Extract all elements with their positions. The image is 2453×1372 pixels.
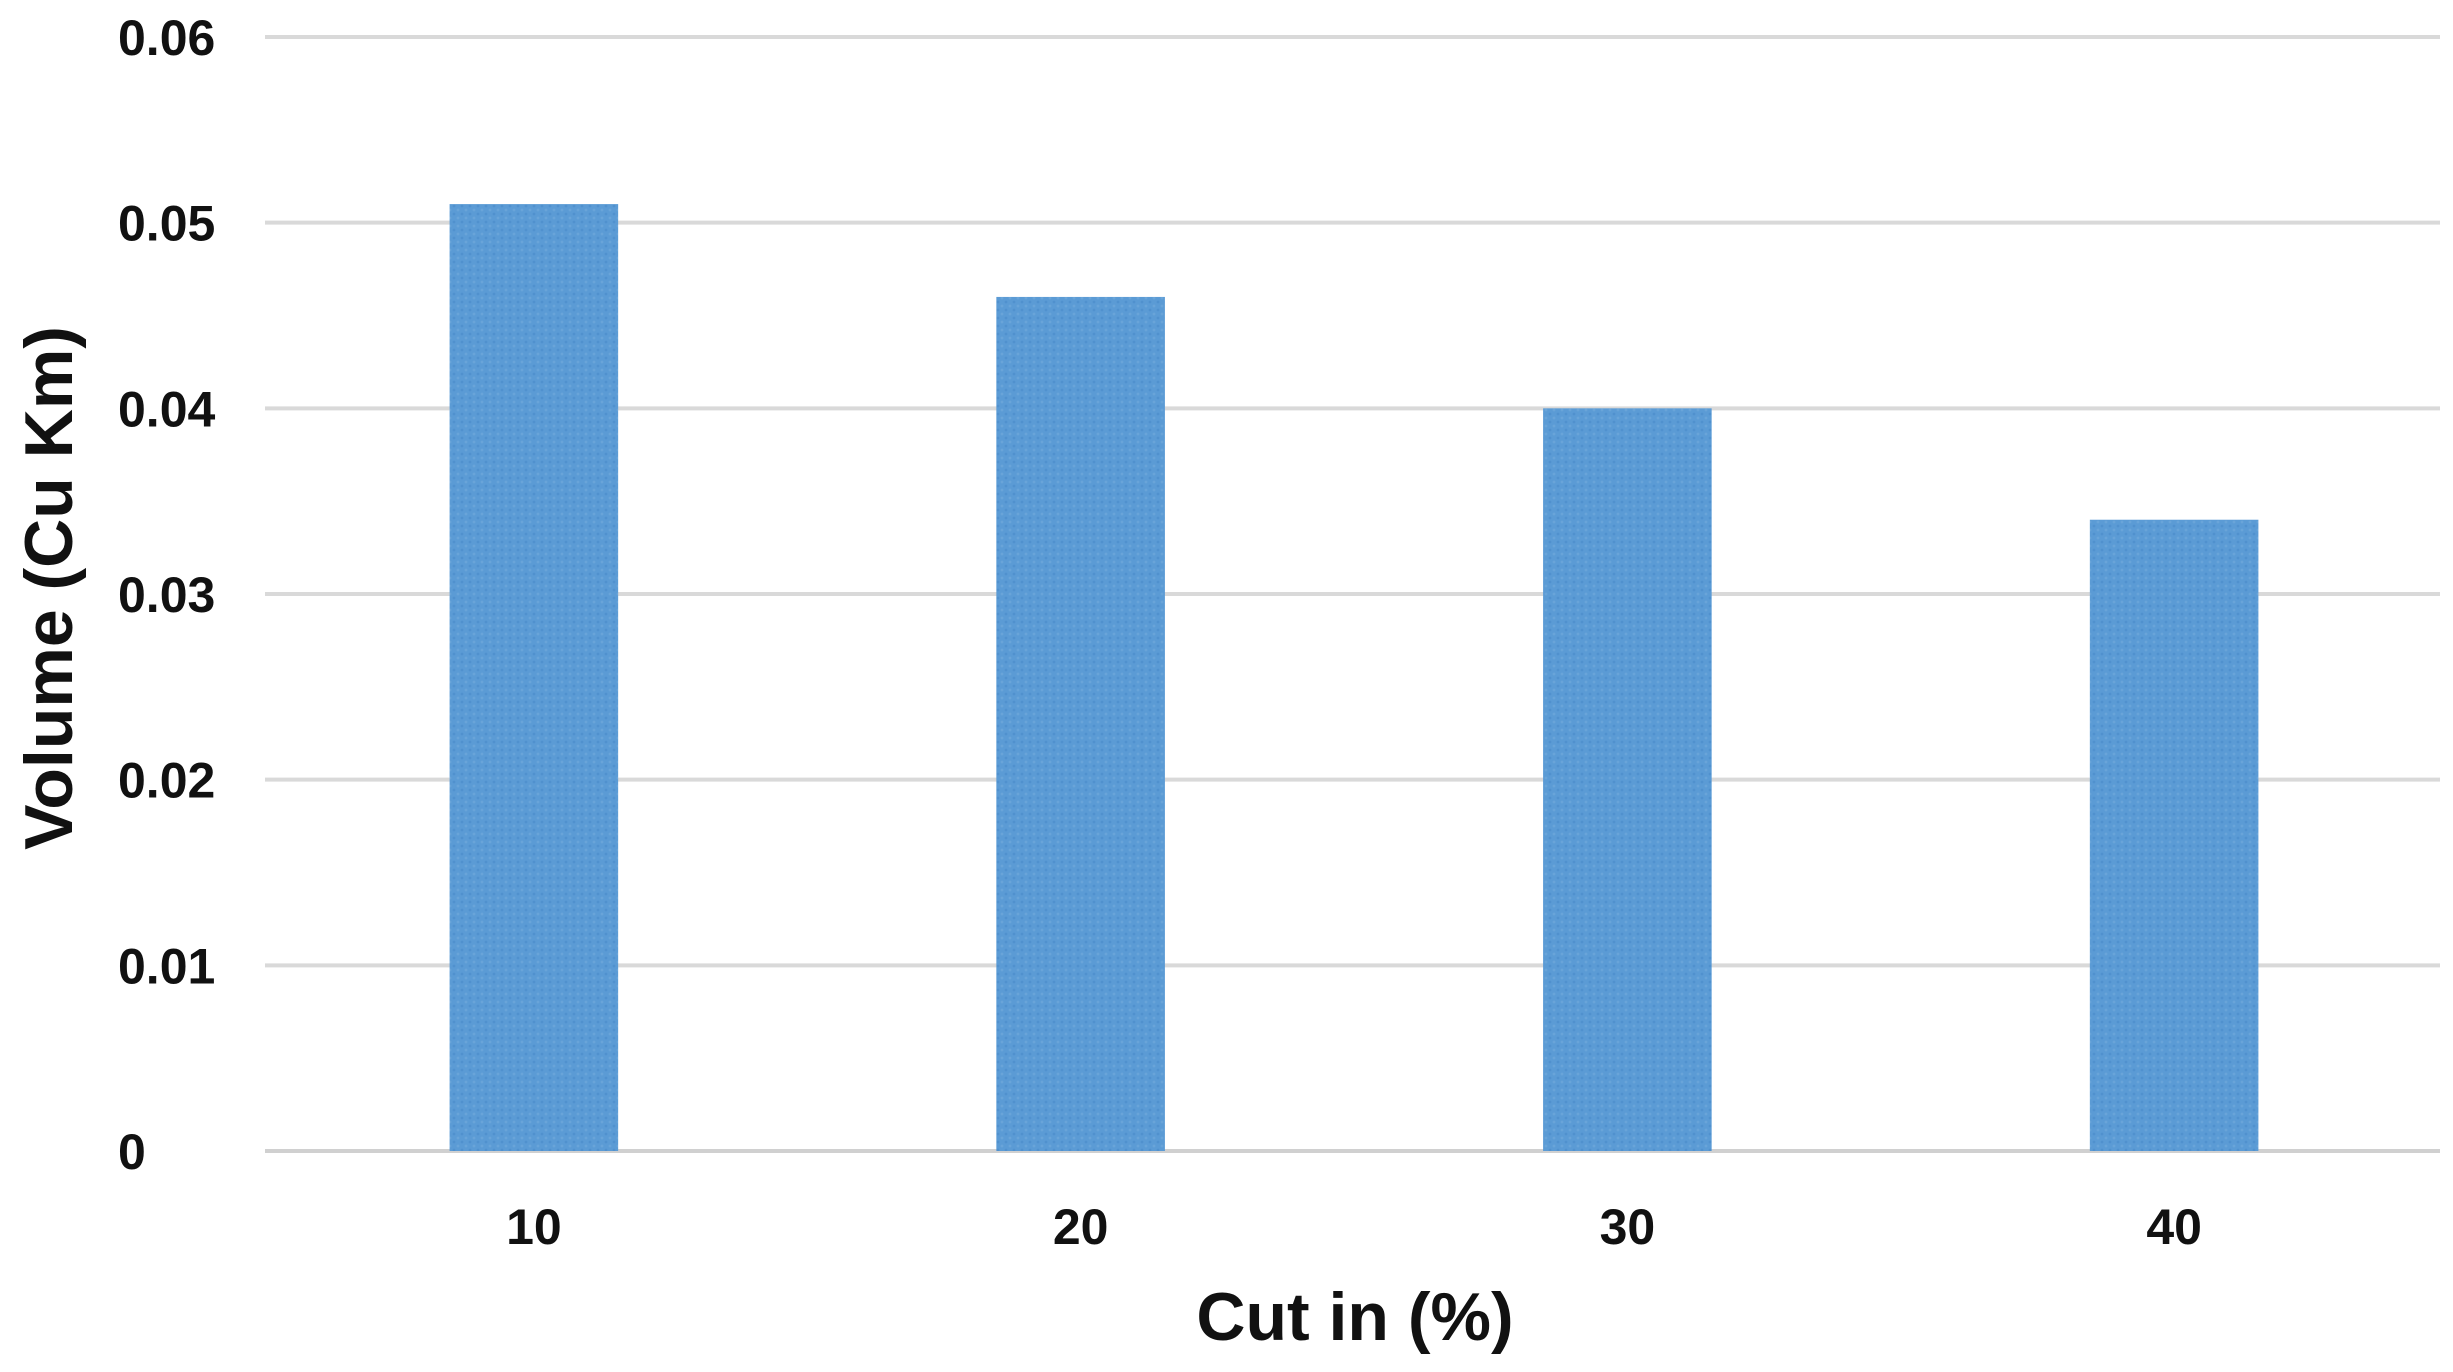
bar-30 [1543,408,1712,1151]
y-axis-ticks: 0 0.01 0.02 0.03 0.04 0.05 0.06 [118,10,216,1180]
y-axis-title: Volume (Cu Km) [11,326,87,850]
bar-40 [2089,519,2259,1151]
y-tick-label: 0.06 [118,10,215,66]
bars [449,204,2259,1152]
bar-20 [996,296,1165,1151]
x-tick-label: 30 [1600,1199,1656,1255]
x-tick-label: 40 [2146,1199,2202,1255]
y-tick-label: 0.04 [118,381,216,437]
x-tick-label: 20 [1053,1199,1109,1255]
y-tick-label: 0.05 [118,196,215,252]
bar-10 [449,204,619,1152]
gridlines [265,35,2440,1153]
y-tick-label: 0.02 [118,753,215,809]
x-tick-label: 10 [506,1199,562,1255]
x-axis-ticks: 10 20 30 40 [506,1199,2202,1255]
y-tick-label: 0.01 [118,938,215,994]
y-tick-label: 0 [118,1124,146,1180]
y-tick-label: 0.03 [118,567,215,623]
x-axis-title: Cut in (%) [1196,1279,1513,1355]
